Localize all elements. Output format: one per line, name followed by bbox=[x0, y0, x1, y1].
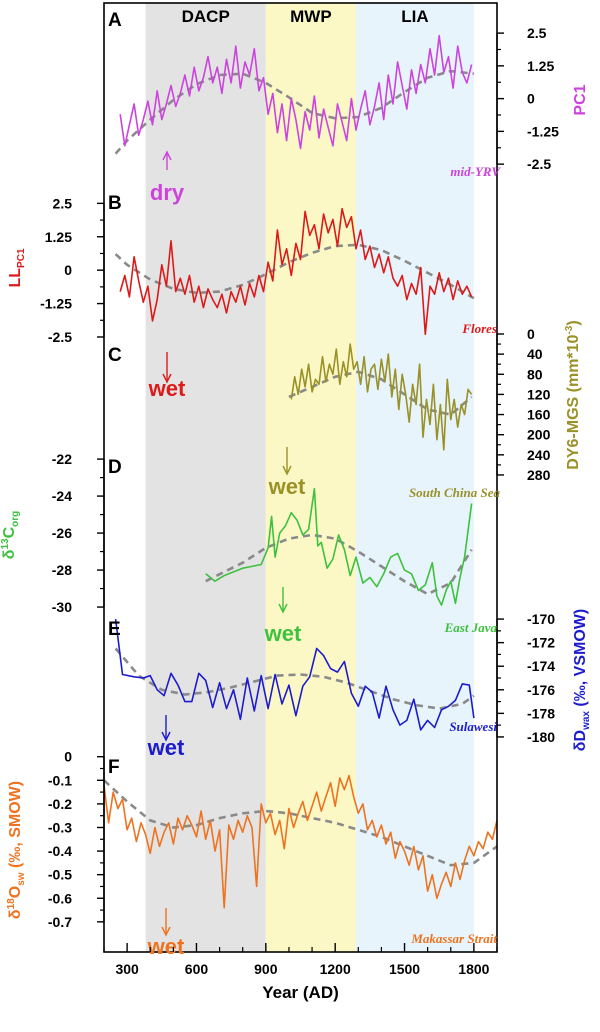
x-tick-label-0: 300 bbox=[115, 961, 139, 977]
period-band-lia bbox=[355, 3, 474, 952]
data-series bbox=[103, 34, 498, 909]
trend-line-f bbox=[103, 779, 498, 867]
y-tick-label-c-5: 200 bbox=[527, 427, 551, 443]
arrowhead-d bbox=[278, 603, 288, 614]
y-tick-label-e-4: -178 bbox=[527, 705, 555, 721]
trend-line-e bbox=[114, 647, 475, 710]
panel-letter-c: C bbox=[108, 345, 122, 366]
y-tick-label-c-6: 240 bbox=[527, 447, 551, 463]
y-tick-label-f-6: -0.6 bbox=[48, 890, 72, 906]
site-label-e: Sulawesi bbox=[449, 719, 497, 734]
panel-letter-a: A bbox=[108, 10, 122, 31]
annotation-e: wet bbox=[147, 735, 185, 760]
annotation-f: wet bbox=[147, 934, 185, 959]
panel-letter-b: B bbox=[108, 193, 122, 214]
y-tick-label-e-2: -174 bbox=[527, 658, 555, 674]
y-tick-label-b-2: 0 bbox=[64, 262, 72, 278]
y-axis-title-b: LLPC1 bbox=[7, 248, 27, 287]
y-tick-label-c-2: 80 bbox=[527, 366, 543, 382]
site-label-a: mid-YRV bbox=[450, 164, 501, 179]
trend-lines bbox=[103, 69, 498, 867]
period-labels: DACP MWP LIA bbox=[182, 7, 429, 26]
y-tick-label-a-2: 0 bbox=[527, 91, 535, 107]
y-tick-label-f-5: -0.5 bbox=[48, 867, 72, 883]
panel-letter-d: D bbox=[108, 457, 122, 478]
y-tick-label-f-1: -0.1 bbox=[48, 772, 72, 788]
series-line-a bbox=[119, 34, 473, 150]
x-tick-label-2: 900 bbox=[254, 961, 278, 977]
panel-letter-f: F bbox=[108, 757, 120, 778]
period-band-mwp bbox=[265, 3, 356, 952]
y-tick-label-e-3: -176 bbox=[527, 682, 555, 698]
period-label-lia: LIA bbox=[401, 7, 428, 26]
x-axis-title: Year (AD) bbox=[262, 983, 339, 1002]
series-line-b bbox=[119, 207, 473, 336]
x-tick-label-3: 1200 bbox=[320, 961, 351, 977]
y-tick-label-d-4: -30 bbox=[52, 599, 72, 615]
y-axis-title-d: δ13Corg bbox=[0, 511, 21, 560]
y-tick-label-f-0: 0 bbox=[64, 749, 72, 765]
y-tick-label-d-1: -24 bbox=[52, 488, 72, 504]
annotation-a: dry bbox=[150, 180, 185, 205]
y-tick-label-c-4: 160 bbox=[527, 407, 551, 423]
y-tick-label-d-3: -28 bbox=[52, 562, 72, 578]
y-tick-label-b-1: 1.25 bbox=[45, 229, 72, 245]
site-label-f: Makassar Strait bbox=[410, 931, 497, 946]
y-tick-label-a-4: -2.5 bbox=[527, 156, 551, 172]
series-line-e bbox=[114, 619, 475, 731]
period-bands bbox=[145, 3, 474, 952]
y-tick-label-c-1: 40 bbox=[527, 346, 543, 362]
y-tick-label-f-4: -0.4 bbox=[48, 843, 72, 859]
y-tick-label-c-7: 280 bbox=[527, 467, 551, 483]
annotation-b: wet bbox=[148, 376, 186, 401]
y-tick-label-e-1: -172 bbox=[527, 635, 555, 651]
x-tick-label-5: 1800 bbox=[458, 961, 489, 977]
y-tick-label-d-2: -26 bbox=[52, 525, 72, 541]
annotation-c: wet bbox=[268, 474, 306, 499]
x-axis: 300 600 900 1200 1500 1800 Year (AD) bbox=[103, 943, 498, 1002]
y-tick-label-e-0: -170 bbox=[527, 611, 555, 627]
y-tick-label-f-3: -0.3 bbox=[48, 819, 72, 835]
x-tick-label-1: 600 bbox=[185, 961, 209, 977]
x-tick-label-4: 1500 bbox=[389, 961, 420, 977]
series-line-f bbox=[103, 774, 498, 909]
period-label-mwp: MWP bbox=[290, 7, 332, 26]
trend-line-a bbox=[114, 69, 475, 155]
arrowhead-b bbox=[162, 373, 172, 384]
arrowhead-e bbox=[161, 731, 171, 742]
trend-line-c bbox=[288, 370, 473, 417]
annotation-d: wet bbox=[264, 621, 302, 646]
period-label-dacp: DACP bbox=[182, 7, 230, 26]
y-tick-label-d-0: -22 bbox=[52, 451, 72, 467]
y-tick-label-b-3: -1.25 bbox=[40, 296, 72, 312]
y-tick-label-c-3: 120 bbox=[527, 386, 551, 402]
arrowhead-f bbox=[161, 926, 171, 937]
period-band-dacp bbox=[145, 3, 266, 952]
y-axis-title-e: δDwax (‰, VSMOW) bbox=[572, 609, 592, 751]
y-tick-label-a-3: -1.25 bbox=[527, 123, 559, 139]
y-tick-label-f-2: -0.2 bbox=[48, 796, 72, 812]
y-tick-label-f-7: -0.7 bbox=[48, 914, 72, 930]
y-tick-label-a-1: 1.25 bbox=[527, 58, 554, 74]
arrowhead-c bbox=[282, 465, 292, 476]
y-tick-label-b-0: 2.5 bbox=[53, 195, 73, 211]
y-tick-label-a-0: 2.5 bbox=[527, 25, 547, 41]
y-tick-label-b-4: -2.5 bbox=[48, 329, 72, 345]
site-label-b: Flores bbox=[461, 321, 497, 336]
site-label-c: South China Sea bbox=[409, 485, 501, 500]
site-label-d: East Java bbox=[444, 620, 498, 635]
axes: 2.5 1.25 0 -1.25 -2.5 2.5 1.25 0 -1.25 -2.5 0 40 80 1… bbox=[40, 2, 559, 953]
trend-line-d bbox=[205, 533, 473, 596]
y-tick-label-e-5: -180 bbox=[527, 729, 555, 745]
arrowhead-a bbox=[162, 150, 172, 161]
y-tick-label-c-0: 0 bbox=[527, 326, 535, 342]
series-line-d bbox=[205, 487, 473, 607]
y-axis-title-a: PC1 bbox=[572, 84, 589, 115]
y-axis-title-f: δ18Osw (‰, SMOW) bbox=[6, 781, 27, 919]
panel-letter-e: E bbox=[108, 619, 121, 640]
series-line-c bbox=[290, 343, 473, 451]
y-axis-title-c: DY6-MGS (mm*10-3) bbox=[564, 320, 582, 469]
